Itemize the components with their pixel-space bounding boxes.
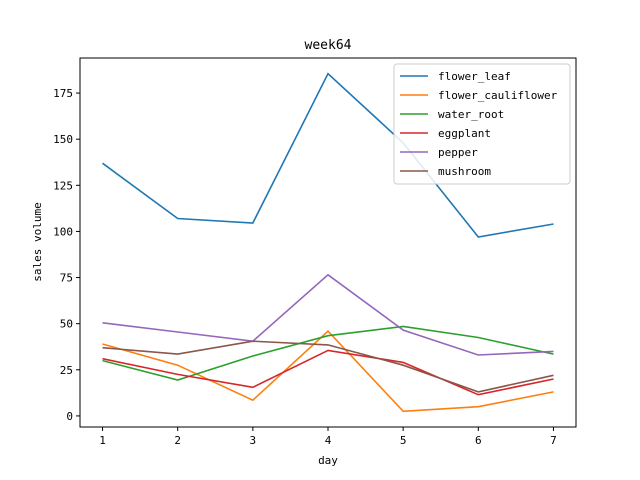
legend-label: water_root xyxy=(438,108,504,121)
legend-label: pepper xyxy=(438,146,478,159)
y-axis-label: sales volume xyxy=(31,202,44,281)
chart-title: week64 xyxy=(305,38,352,53)
legend-label: eggplant xyxy=(438,127,491,140)
series-line-water-root xyxy=(102,325,554,381)
x-axis-label: day xyxy=(318,454,338,467)
legend: flower_leaf flower_cauliflower water_roote… xyxy=(393,63,571,185)
x-tick-label: 4 xyxy=(325,434,332,447)
series-line-flower-leaf xyxy=(102,72,554,238)
y-tick-label: 75 xyxy=(60,272,73,285)
x-tick-label: 1 xyxy=(99,434,106,447)
legend-label: mushroom xyxy=(438,165,491,178)
y-tick-label: 100 xyxy=(53,225,73,238)
x-tick-label: 7 xyxy=(550,434,557,447)
plot-layer xyxy=(102,72,554,413)
x-tick-label: 2 xyxy=(174,434,181,447)
x-tick-label: 5 xyxy=(400,434,407,447)
series-line-flower-cauliflower xyxy=(102,329,554,413)
series-line-mushroom xyxy=(102,340,554,393)
y-tick-label: 25 xyxy=(60,364,73,377)
y-tick-label: 125 xyxy=(53,179,73,192)
legend-label: flower_cauliflower xyxy=(438,89,558,102)
y-tick-label: 0 xyxy=(66,410,73,423)
legend-label: flower_leaf xyxy=(438,70,511,83)
axis-layer: 1 2 3 4 5 6 7 0 25 50 75 100 125 150 175 xyxy=(53,87,557,447)
y-tick-label: 50 xyxy=(60,318,73,331)
series-line-pepper xyxy=(102,273,554,356)
x-tick-label: 3 xyxy=(250,434,257,447)
legend-box xyxy=(393,63,571,185)
x-tick-label: 6 xyxy=(475,434,482,447)
y-tick-label: 175 xyxy=(53,87,73,100)
series-line-eggplant xyxy=(102,349,554,396)
y-tick-label: 150 xyxy=(53,133,73,146)
